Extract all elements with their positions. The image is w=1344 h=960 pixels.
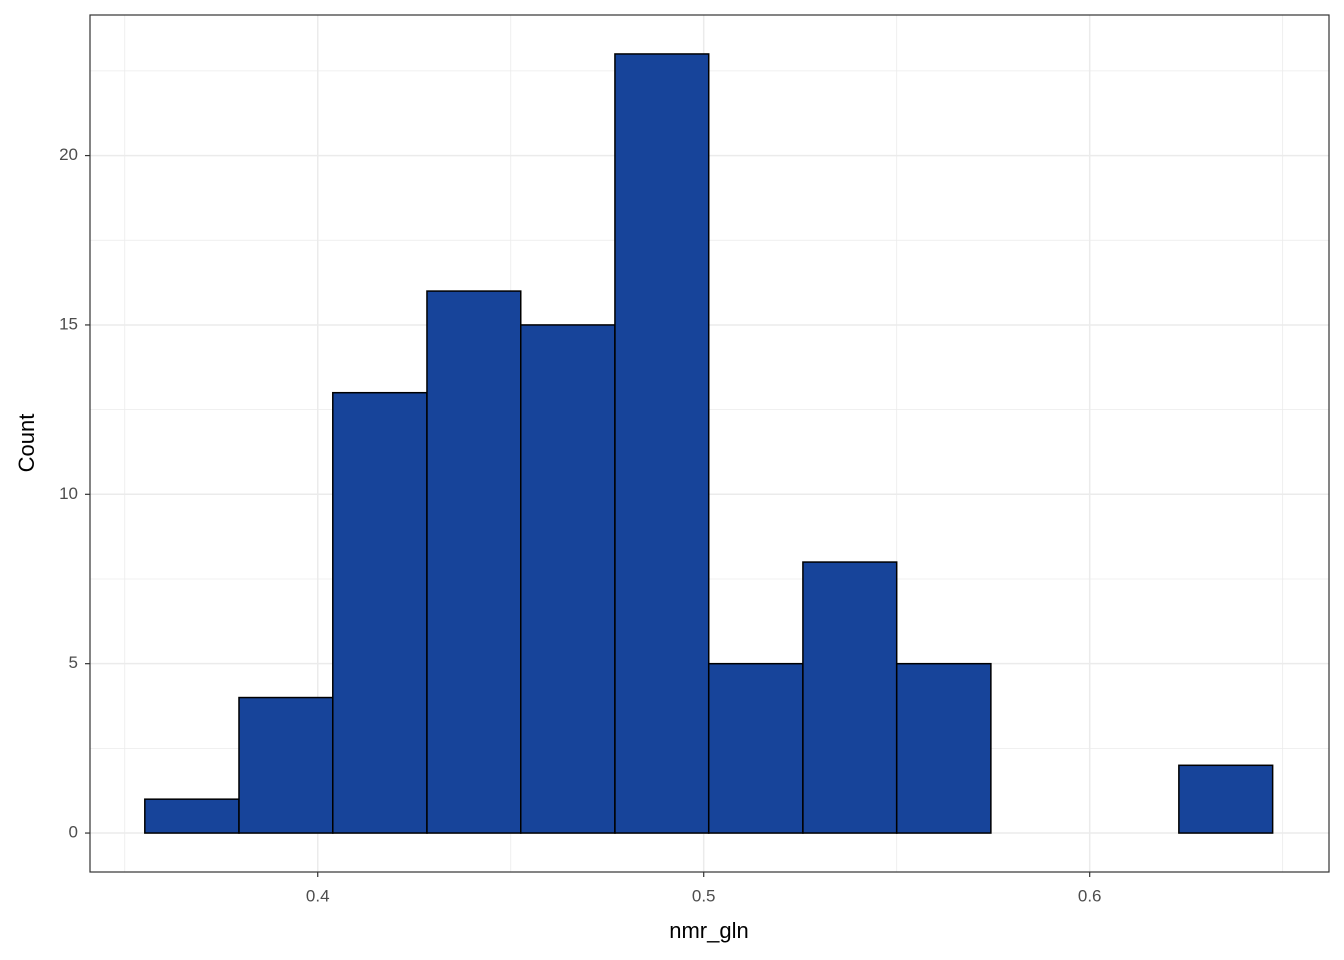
y-tick-label: 5 xyxy=(69,653,78,672)
x-tick-label: 0.4 xyxy=(306,886,330,905)
axes: 0.4 0.5 0.6 0 5 10 15 20 xyxy=(59,145,1101,905)
y-tick-label: 15 xyxy=(59,314,78,333)
panel-border xyxy=(89,14,1330,873)
y-tick-label: 20 xyxy=(59,145,78,164)
bar xyxy=(802,561,898,834)
bar xyxy=(520,324,616,834)
bar xyxy=(614,53,710,834)
bar xyxy=(707,662,804,834)
bar xyxy=(1178,764,1274,834)
y-tick-label: 10 xyxy=(59,484,78,503)
x-tick-label: 0.5 xyxy=(692,886,716,905)
bar xyxy=(895,662,992,834)
bars xyxy=(144,53,1274,834)
bar xyxy=(332,391,428,834)
bar xyxy=(426,290,522,834)
bar xyxy=(238,696,334,834)
x-tick-label: 0.6 xyxy=(1078,886,1102,905)
y-tick-label: 0 xyxy=(69,823,78,842)
x-axis-title: nmr_gln xyxy=(669,918,748,943)
y-axis-title: Count xyxy=(14,414,39,473)
bar xyxy=(144,798,240,834)
